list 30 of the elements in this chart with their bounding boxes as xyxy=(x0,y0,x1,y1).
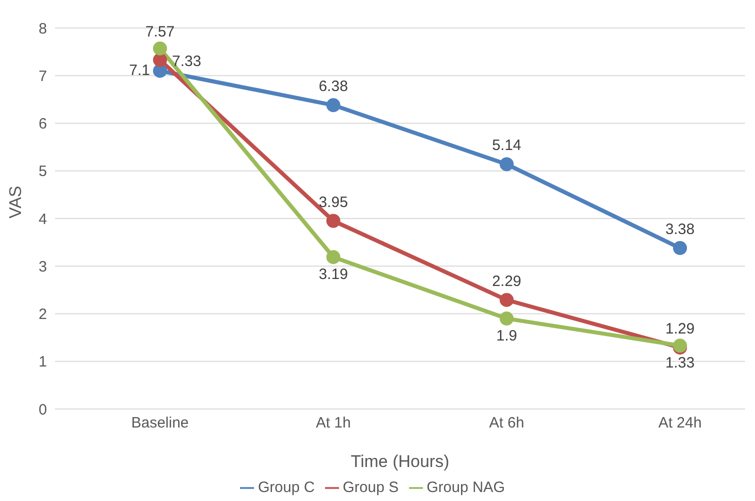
data-label: 3.95 xyxy=(318,194,348,211)
data-label: 1.9 xyxy=(496,328,518,345)
y-axis-title: VAS xyxy=(6,186,26,218)
y-tick-label: 4 xyxy=(38,210,47,228)
data-label: 1.33 xyxy=(665,354,695,372)
data-label: 1.29 xyxy=(665,320,695,338)
data-label: 7.1 xyxy=(129,62,150,79)
y-tick-label: 1 xyxy=(38,354,47,371)
x-axis-title: Time (Hours) xyxy=(350,452,450,471)
legend-label: Group S xyxy=(342,479,399,496)
y-tick-label: 0 xyxy=(38,401,47,418)
y-tick-label: 8 xyxy=(38,20,47,38)
legend-label: Group NAG xyxy=(426,479,505,496)
data-label: 5.14 xyxy=(492,137,522,154)
y-tick-label: 2 xyxy=(38,306,47,324)
data-label: 7.33 xyxy=(172,52,202,70)
x-tick-label: At 1h xyxy=(316,414,351,432)
y-tick-label: 5 xyxy=(38,163,47,180)
y-tick-label: 3 xyxy=(38,258,47,276)
x-tick-label: At 6h xyxy=(489,414,524,432)
legend-label: Group C xyxy=(258,479,315,496)
data-label: 2.29 xyxy=(492,272,522,290)
y-tick-label: 6 xyxy=(38,116,47,133)
data-label: 7.57 xyxy=(145,23,175,40)
y-tick-label: 7 xyxy=(38,68,47,85)
data-label: 3.19 xyxy=(318,266,348,284)
data-label: 6.38 xyxy=(318,78,348,96)
x-tick-label: At 24h xyxy=(658,414,702,432)
data-label: 3.38 xyxy=(665,221,695,238)
x-tick-label: Baseline xyxy=(131,414,189,432)
